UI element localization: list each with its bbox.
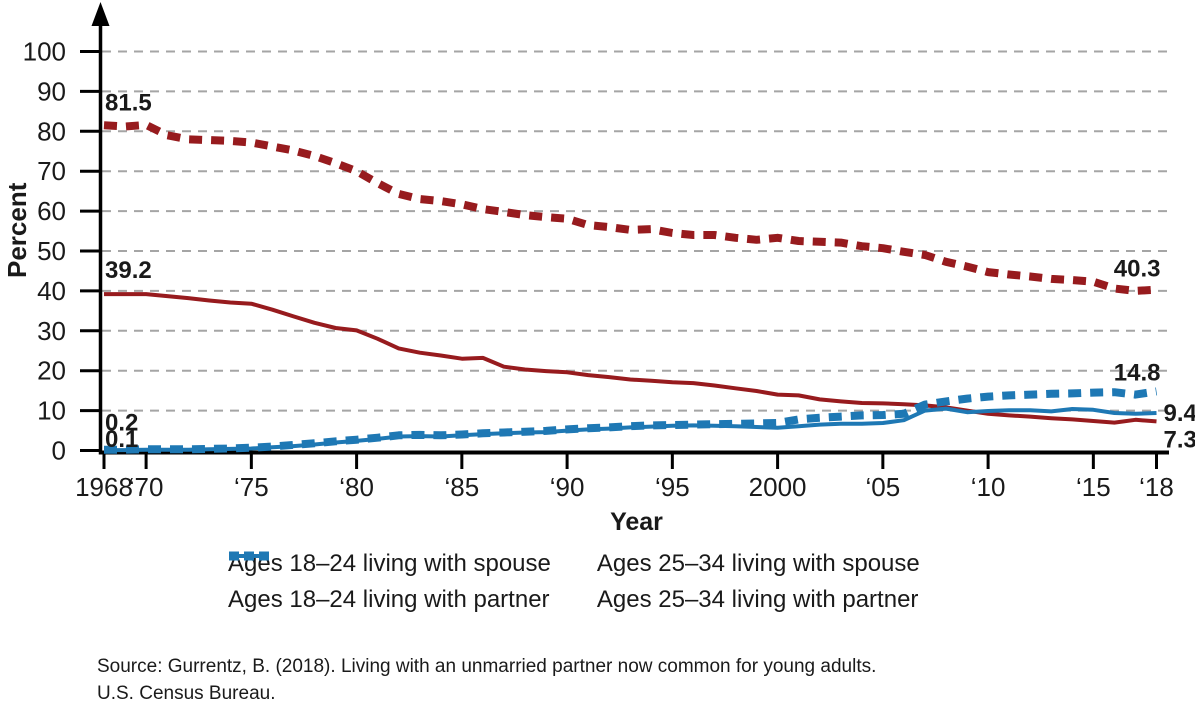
x-tick-label: ‘85 (444, 472, 479, 502)
y-ticks: 0 10 20 30 40 50 60 70 80 90 100 (23, 37, 101, 466)
data-label: 39.2 (105, 257, 152, 284)
data-label: 0.1 (105, 426, 138, 453)
data-label: 0.2 (105, 410, 138, 437)
legend-label: Ages 18–24 living with partner (228, 586, 550, 613)
x-tick-label: ‘18 (1139, 472, 1174, 502)
axes (91, 2, 1169, 455)
series-line-dashed-partner (104, 387, 1158, 454)
data-label: 40.3 (1114, 256, 1161, 283)
x-tick-label: ‘15 (1076, 472, 1111, 502)
y-tick-label: 30 (37, 316, 66, 346)
legend-label: Ages 18–24 living with spouse (228, 550, 551, 577)
y-tick-label: 50 (37, 236, 66, 266)
x-tick-label: ‘70 (129, 472, 164, 502)
gridlines (102, 50, 1169, 412)
x-axis-title: Year (610, 508, 663, 536)
y-tick-label: 0 (52, 436, 66, 466)
series-line-dashed-spouse (103, 120, 1157, 295)
x-tick-label: 1968 (75, 472, 133, 502)
y-axis-title: Percent (2, 182, 32, 278)
legend: Ages 18–24 living with spouse Ages 25–34 … (228, 550, 920, 614)
data-label: 14.8 (1114, 359, 1161, 386)
y-tick-label: 90 (37, 76, 66, 106)
x-tick-label: 2000 (749, 472, 807, 502)
legend-item-2: Ages 18–24 living with partner (228, 554, 551, 614)
legend-label: Ages 25–34 living with spouse (596, 550, 920, 577)
y-tick-label: 80 (37, 116, 66, 146)
y-tick-label: 10 (37, 396, 66, 426)
y-tick-label: 40 (37, 276, 66, 306)
x-ticks: 1968‘70 ‘75 ‘80 ‘85 ‘90 ‘95 2000 ‘05 ‘10 ‘15 ‘18 (75, 452, 1174, 502)
x-tick-label: ‘10 (971, 472, 1006, 502)
source-line-1: Source: Gurrentz, B. (2018). Living with… (97, 656, 877, 677)
y-axis-arrowhead (91, 2, 110, 26)
data-label: 81.5 (105, 89, 152, 116)
x-tick-label: ‘90 (550, 472, 585, 502)
data-label: 9.4 (1164, 400, 1195, 427)
data-label: 7.3 (1164, 426, 1195, 453)
series (103, 120, 1158, 454)
y-tick-label: 70 (37, 156, 66, 186)
legend-item-3: Ages 25–34 living with partner (229, 551, 920, 614)
line-chart-canvas: 0 10 20 30 40 50 60 70 80 90 100 1968‘70 ‘75 ‘80 ‘85 ‘9… (23, 2, 1195, 502)
series-line-solid-partner (104, 406, 1157, 453)
legend-swatch-dashed (229, 551, 269, 561)
x-tick-label: ‘95 (655, 472, 690, 502)
legend-item-1: Ages 25–34 living with spouse (229, 550, 920, 578)
x-tick-label: ‘75 (234, 472, 269, 502)
y-tick-label: 100 (23, 37, 66, 67)
x-tick-label: ‘05 (865, 472, 900, 502)
source-citation: Source: Gurrentz, B. (2018). Living with… (97, 653, 876, 705)
legend-label: Ages 25–34 living with partner (596, 586, 919, 613)
y-tick-label: 60 (37, 196, 66, 226)
series-line-solid-spouse (104, 292, 1157, 425)
x-tick-label: ‘80 (339, 472, 374, 502)
annotations: 81.5 39.2 0.20.1 40.3 14.89.47.3 (105, 89, 1195, 453)
legend-item-0: Ages 18–24 living with spouse (228, 550, 551, 578)
y-tick-label: 20 (37, 356, 66, 386)
source-line-2: U.S. Census Bureau. (97, 683, 276, 704)
